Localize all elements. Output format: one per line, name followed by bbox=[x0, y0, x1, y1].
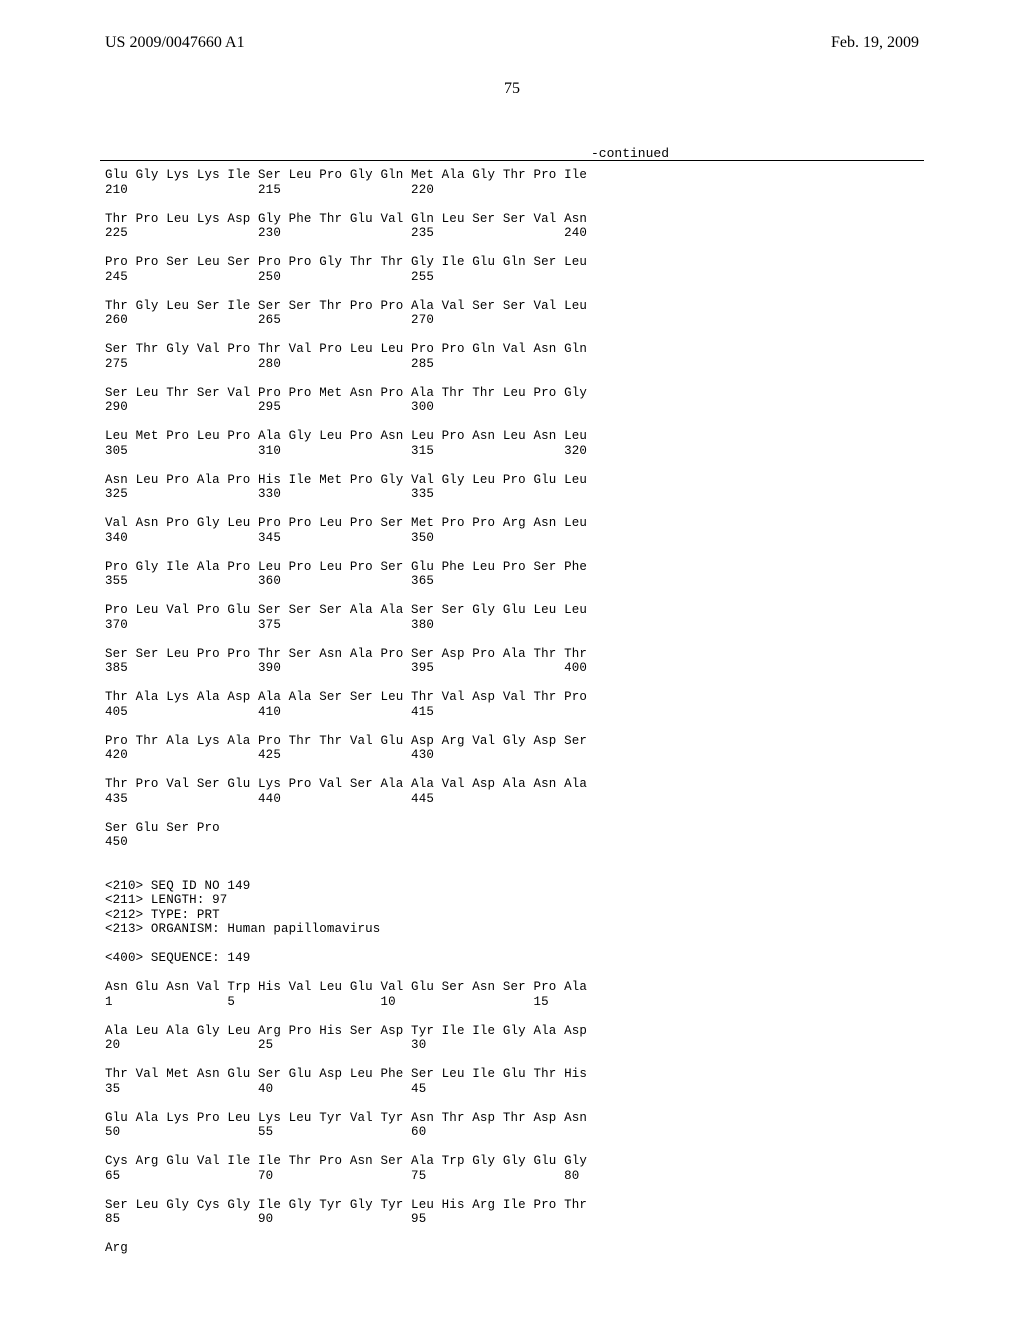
page: US 2009/0047660 A1 Feb. 19, 2009 75 -con… bbox=[0, 0, 1024, 1320]
continued-label: -continued bbox=[591, 146, 669, 161]
header-doc-id: US 2009/0047660 A1 bbox=[105, 34, 245, 52]
sequence-listing: Glu Gly Lys Lys Ile Ser Leu Pro Gly Gln … bbox=[105, 168, 587, 1256]
page-number: 75 bbox=[504, 80, 520, 98]
horizontal-rule bbox=[100, 160, 924, 161]
header-date: Feb. 19, 2009 bbox=[831, 34, 919, 52]
